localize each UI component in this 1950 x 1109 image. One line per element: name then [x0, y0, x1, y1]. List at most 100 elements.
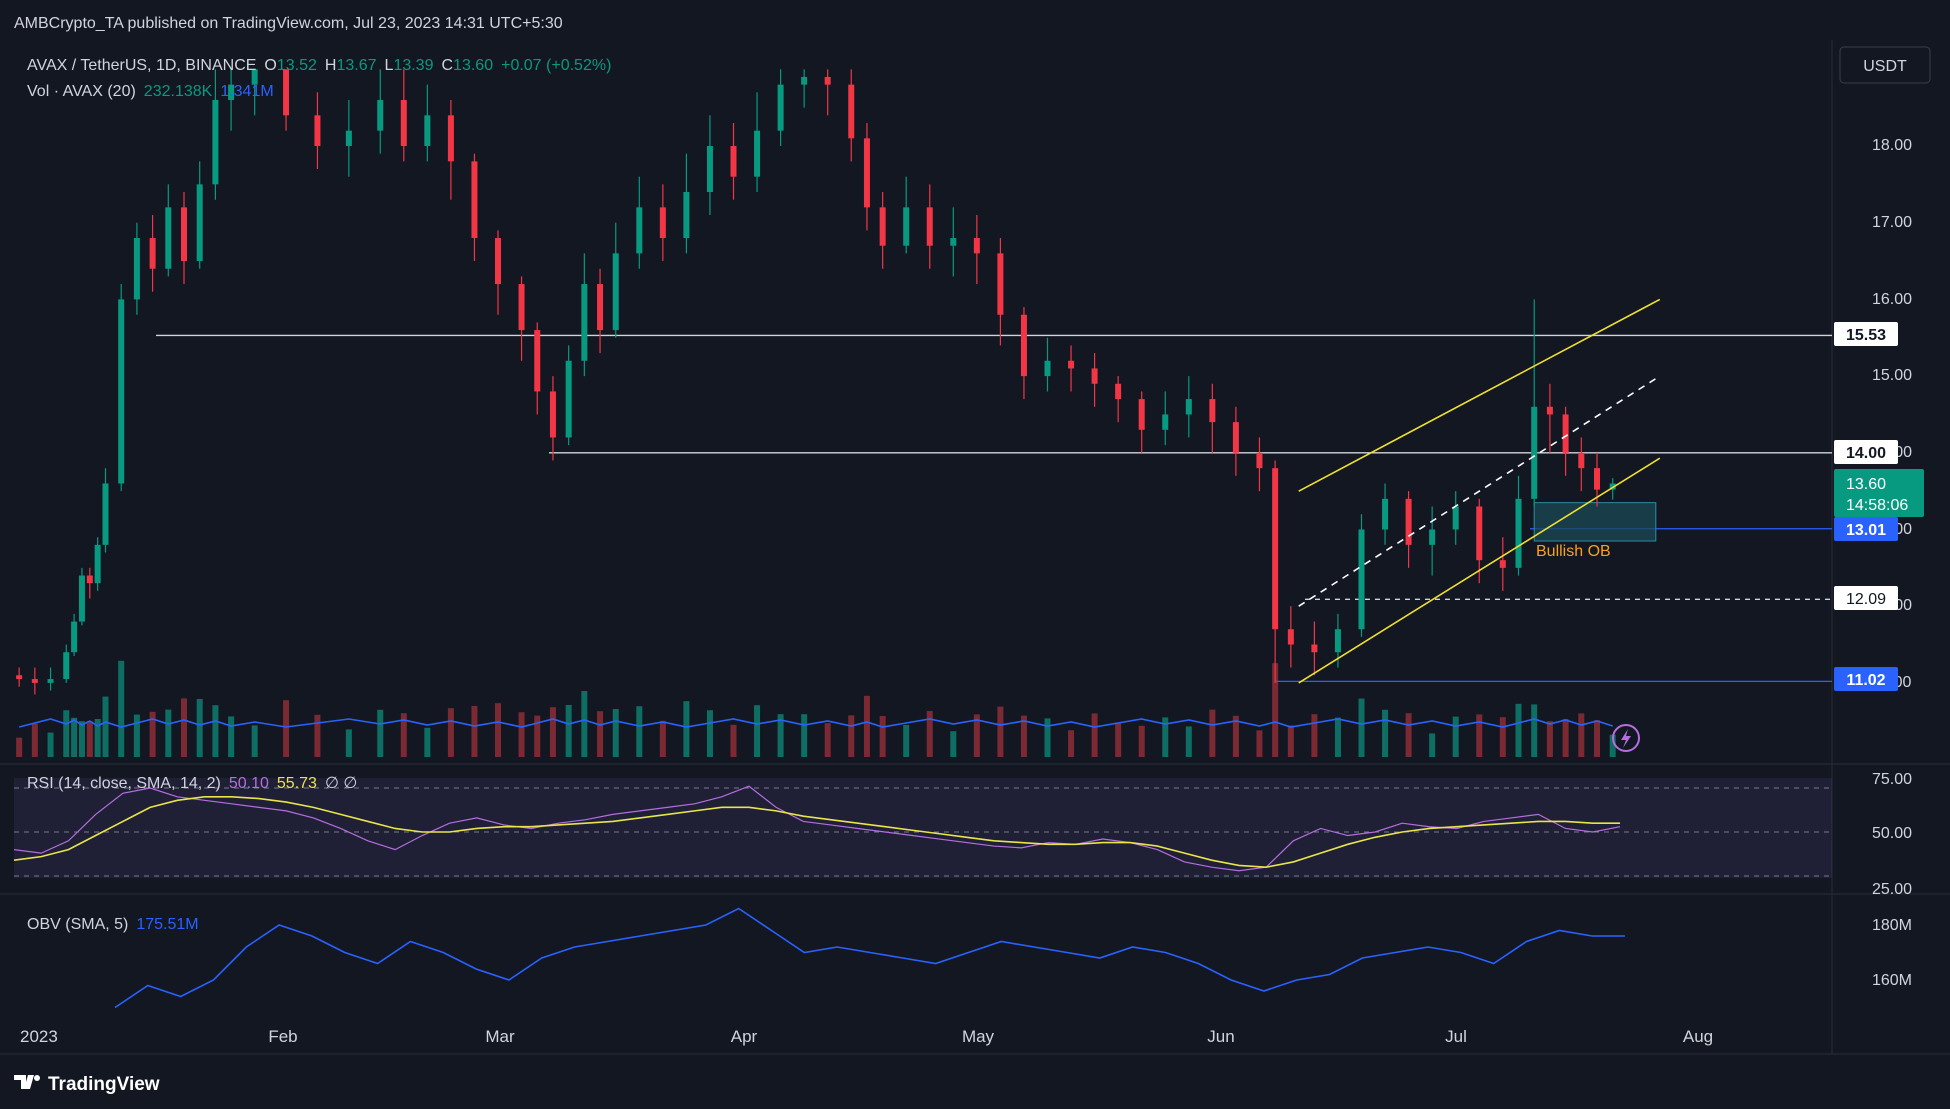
last-price: 13.60 [1846, 476, 1886, 493]
volume-bar [212, 705, 219, 757]
candle-body [581, 284, 588, 361]
volume-bar [94, 719, 101, 757]
volume-legend: Vol · AVAX (20) 232.138K 1.341M [27, 83, 274, 100]
volume-bar [471, 706, 478, 757]
candle-body [683, 192, 690, 239]
rsi-tick: 75.00 [1872, 771, 1912, 788]
candle-body [777, 84, 784, 131]
volume-bar [377, 709, 384, 757]
candle-body [400, 99, 407, 146]
rsi-line [13, 785, 1621, 872]
level-tag-bg [1834, 517, 1898, 541]
candle-body [71, 621, 78, 653]
candle-body [879, 207, 886, 246]
volume-bar [165, 709, 172, 757]
volume-bar [424, 727, 431, 757]
channel-upper-line [1298, 298, 1661, 492]
candles [16, 69, 1616, 695]
candle-body [1594, 468, 1600, 490]
volume-bar [549, 707, 556, 757]
volume-bar [597, 711, 604, 757]
candle-body [1209, 399, 1216, 423]
change-value: +0.07 (+0.52%) [501, 57, 611, 74]
rsi-sma-line [13, 795, 1620, 869]
currency-button[interactable]: USDT [1839, 46, 1931, 84]
bullish-ob-label: Bullish OB [1536, 543, 1611, 560]
candle-body [165, 207, 172, 269]
time-tick: Jun [1207, 1027, 1234, 1046]
volume-bar [1044, 718, 1051, 757]
candle-body [102, 483, 109, 545]
high-value: 13.67 [336, 57, 376, 74]
bar-countdown: 14:58:06 [1846, 497, 1908, 514]
level-tag-bg [1834, 440, 1898, 464]
candle-body [754, 130, 761, 177]
time-tick: Aug [1683, 1027, 1713, 1046]
currency-button-bg[interactable] [1839, 46, 1931, 84]
volume-bar [1334, 717, 1341, 757]
level-tags: 15.53 14.00 13.01 12.09 11.02 13.60 14:5… [1834, 322, 1924, 691]
candle-body [659, 207, 666, 239]
candle-body [973, 238, 980, 254]
candle-body [283, 69, 290, 116]
obv-tick: 180M [1872, 917, 1912, 934]
volume-bar [31, 723, 38, 757]
level-tag: 14.00 [1846, 445, 1886, 462]
candle-body [149, 238, 156, 269]
time-tick: Feb [268, 1027, 297, 1046]
published-line: AMBCrypto_TA published on TradingView.co… [14, 15, 563, 32]
candle-body [314, 115, 321, 146]
volume-bar [78, 721, 85, 757]
candle-body [251, 69, 258, 85]
volume-bar [1594, 720, 1600, 757]
volume-bar [534, 715, 541, 757]
ohlc-legend: AVAX / TetherUS, 1D, BINANCE O13.52 H13.67… [27, 57, 611, 74]
candle-body [1358, 529, 1365, 630]
level-tag: 13.01 [1846, 522, 1886, 539]
price-tick: 15.00 [1872, 367, 1912, 384]
volume-bar [16, 737, 23, 757]
vol-label: Vol · AVAX (20) [27, 83, 136, 100]
candle-body [228, 84, 235, 100]
candle-body [848, 84, 855, 139]
volume-bar [1382, 709, 1389, 757]
volume-bar [1546, 721, 1553, 757]
time-tick: 2023 [20, 1027, 58, 1046]
volume-bar [659, 720, 666, 757]
volume-bar [495, 703, 501, 757]
high-label: H [325, 57, 337, 74]
volume-bar [997, 706, 1004, 757]
obv-tick: 160M [1872, 972, 1912, 989]
volume-bar [71, 717, 78, 757]
candle-body [1429, 529, 1436, 545]
candle-body [133, 238, 140, 300]
candle-body [903, 207, 910, 246]
volume-bar [848, 715, 855, 757]
volume-bar [196, 699, 203, 757]
candle-body [471, 161, 478, 239]
volume-bar [345, 729, 352, 757]
volume-alert-icon[interactable] [1612, 724, 1640, 752]
volume-bar [1272, 663, 1279, 757]
candle-body [181, 207, 187, 262]
candle-body [549, 391, 556, 438]
lightning-icon[interactable] [1612, 724, 1640, 752]
candle-body [447, 115, 454, 162]
trend-channel [1298, 298, 1661, 684]
close-label: C [441, 57, 453, 74]
volume-bar [518, 712, 525, 757]
volume-bar [1531, 704, 1538, 757]
rsi-legend: RSI (14, close, SMA, 14, 2) 50.10 55.73 ∅ ∅ [27, 775, 357, 792]
volume-bar [1499, 717, 1506, 757]
candle-body [1185, 399, 1192, 415]
candle-body [1091, 368, 1098, 384]
candle-body [1044, 360, 1051, 377]
currency-button-label[interactable]: USDT [1863, 58, 1907, 75]
obv-label: OBV (SMA, 5) [27, 916, 128, 933]
price-tick: 17.00 [1872, 214, 1912, 231]
vol-value: 232.138K [144, 83, 213, 100]
volume-bar [283, 700, 290, 757]
rsi-value: 50.10 [229, 775, 269, 792]
